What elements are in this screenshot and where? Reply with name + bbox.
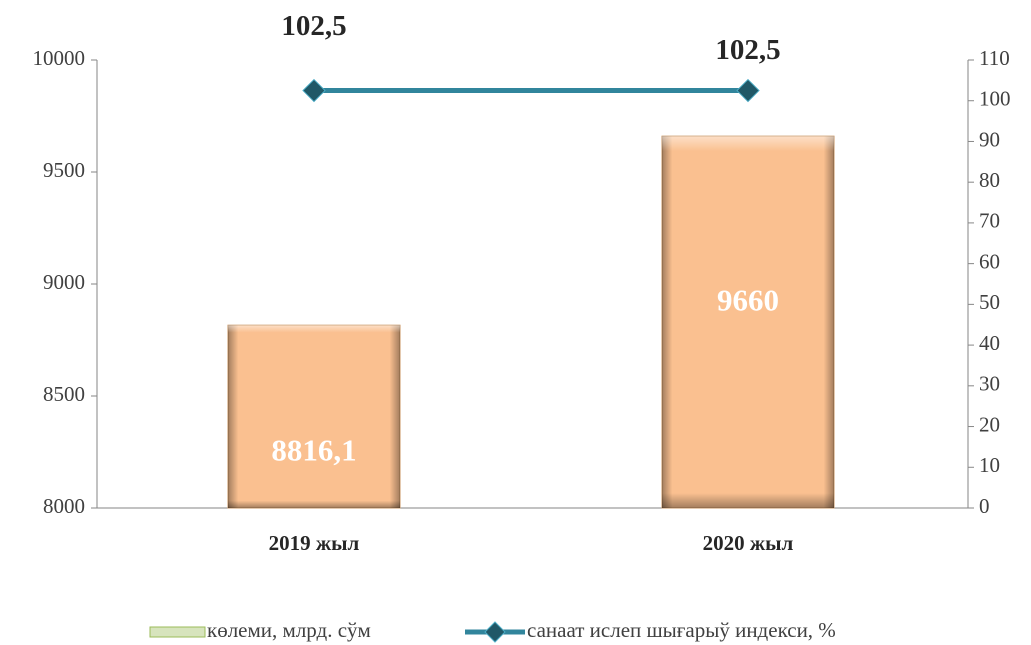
y-tick-label: 9500: [43, 158, 85, 182]
line-marker: [736, 78, 760, 103]
y2-tick-label: 40: [979, 331, 1000, 355]
bar-bevel: [662, 136, 834, 508]
line-marker: [302, 78, 326, 103]
bar-label: 9660: [717, 283, 779, 318]
line-label: 102,5: [715, 34, 780, 66]
y2-tick-label: 70: [979, 209, 1000, 233]
y2-tick-label: 30: [979, 372, 1000, 396]
y2-tick-label: 50: [979, 290, 1000, 314]
x-tick-label: 2019 жыл: [269, 531, 360, 555]
bar-label: 8816,1: [271, 432, 356, 467]
y2-tick-label: 100: [979, 87, 1011, 111]
bar-bevel: [228, 325, 400, 508]
legend-marker: [484, 621, 506, 643]
y2-tick-label: 80: [979, 168, 1000, 192]
y2-tick-label: 0: [979, 494, 990, 518]
y2-tick-label: 110: [979, 46, 1010, 70]
legend-swatch: [149, 626, 206, 638]
line-label: 102,5: [281, 10, 346, 42]
y-tick-label: 9000: [43, 270, 85, 294]
legend-label: санаат ислеп шығарыў индекси, %: [527, 618, 836, 642]
legend-label: көлеми, млрд. сўм: [207, 618, 371, 642]
y2-tick-label: 90: [979, 127, 1000, 151]
y-tick-label: 8500: [43, 382, 85, 406]
x-tick-label: 2020 жыл: [703, 531, 794, 555]
y-tick-label: 8000: [43, 494, 85, 518]
y2-tick-label: 60: [979, 249, 1000, 273]
y-tick-label: 10000: [33, 46, 86, 70]
y2-tick-label: 10: [979, 453, 1000, 477]
y2-tick-label: 20: [979, 412, 1000, 436]
